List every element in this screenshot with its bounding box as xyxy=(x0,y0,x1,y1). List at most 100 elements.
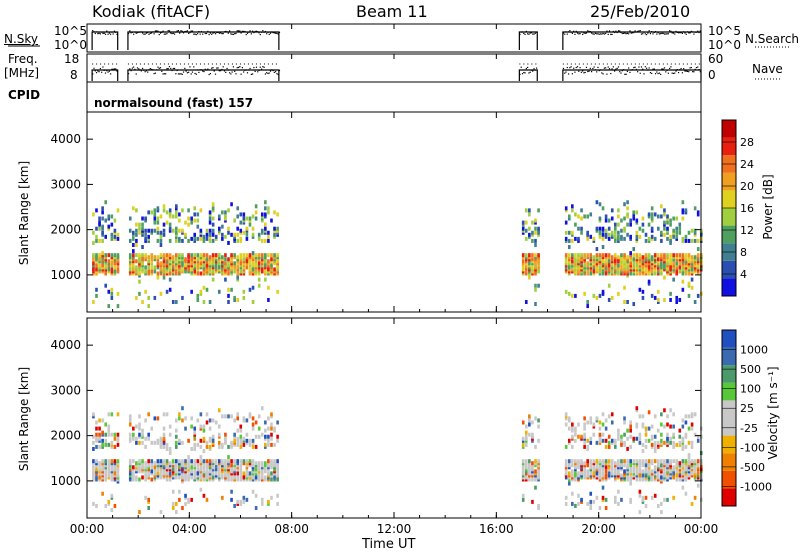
rti-cell xyxy=(98,265,101,270)
rti-cell xyxy=(264,444,267,449)
rti-cell xyxy=(181,418,184,423)
rti-cell xyxy=(589,465,593,470)
rti-cell xyxy=(171,459,175,464)
rti-cell xyxy=(660,263,663,268)
rti-cell xyxy=(534,471,537,476)
rti-cell xyxy=(264,461,267,466)
rti-cell xyxy=(571,263,574,268)
rti-cell xyxy=(276,267,279,272)
rti-cell xyxy=(248,438,252,443)
rti-cell xyxy=(196,463,200,468)
rti-cell xyxy=(681,446,685,451)
rti-cell xyxy=(273,428,276,433)
rti-cell xyxy=(184,220,187,225)
rti-cell xyxy=(242,267,246,272)
rti-cell xyxy=(681,259,685,264)
rti-cell xyxy=(641,461,645,466)
rti-cell xyxy=(601,232,605,237)
rti-cell xyxy=(184,495,187,500)
rti-cell xyxy=(644,495,648,500)
rti-cell xyxy=(171,501,175,506)
rti-cell xyxy=(101,257,104,262)
rti-cell xyxy=(675,471,679,476)
rti-cell xyxy=(128,432,132,437)
rti-cell xyxy=(171,471,175,476)
rti-cell xyxy=(604,475,608,480)
rti-cell xyxy=(113,236,117,241)
rti-cell xyxy=(95,259,98,264)
rti-cell xyxy=(644,444,648,449)
rti-cell xyxy=(567,416,571,421)
rti-cell xyxy=(165,473,169,478)
freq-point xyxy=(257,71,259,73)
freq-point xyxy=(587,70,589,73)
nsky-point xyxy=(681,32,684,35)
rti-cell xyxy=(193,461,197,466)
rti-cell xyxy=(607,434,611,439)
rti-cell xyxy=(580,475,583,480)
rti-cell xyxy=(214,467,218,472)
rti-cell xyxy=(669,471,672,476)
rti-cell xyxy=(276,465,279,470)
rti-cell xyxy=(233,232,236,237)
rti-cell xyxy=(141,253,144,258)
freq-point xyxy=(699,71,701,73)
rti-cell xyxy=(663,226,666,231)
rti-cell xyxy=(208,228,212,233)
rti-cell xyxy=(656,465,660,470)
rti-cell xyxy=(159,242,163,247)
rti-cell xyxy=(260,406,264,411)
rti-cell xyxy=(141,440,144,445)
rti-cell xyxy=(577,434,580,439)
rti-cell xyxy=(629,271,632,276)
rti-cell xyxy=(620,269,623,274)
rti-cell xyxy=(104,269,107,274)
rti-cell xyxy=(184,463,187,468)
rti-cell xyxy=(205,420,209,425)
rti-cell xyxy=(666,477,669,482)
rti-cell xyxy=(233,440,236,445)
rti-cell xyxy=(620,438,623,443)
freq-point xyxy=(258,69,260,72)
rti-cell xyxy=(196,293,200,298)
rti-cell xyxy=(236,271,240,276)
rti-cell xyxy=(239,426,243,431)
rti-cell xyxy=(647,279,651,284)
freq-point xyxy=(240,73,242,75)
nsky-point xyxy=(104,33,107,35)
rti-cell xyxy=(537,418,540,423)
rti-cell xyxy=(260,216,264,221)
freq-point xyxy=(170,67,172,70)
rti-cell xyxy=(684,491,688,496)
rti-cell xyxy=(598,475,602,480)
rti-cell xyxy=(592,424,596,429)
rti-cell xyxy=(623,271,626,276)
rti-cell xyxy=(248,255,252,260)
rti-cell xyxy=(598,267,602,272)
rti-cell xyxy=(162,442,166,447)
rti-cell xyxy=(107,475,111,480)
nsky-point xyxy=(644,33,646,35)
rti-cell xyxy=(564,416,568,421)
rti-cell xyxy=(273,228,276,233)
freq-point xyxy=(154,72,156,74)
freq-point xyxy=(101,71,103,73)
rti-cell xyxy=(193,218,197,223)
rti-cell xyxy=(168,212,172,217)
rti-cell xyxy=(635,471,639,476)
rti-cell xyxy=(693,238,697,243)
rti-cell xyxy=(132,242,135,247)
rti-cell xyxy=(598,230,602,235)
freq-point xyxy=(667,72,669,74)
rti-cell xyxy=(273,253,276,258)
rti-cell xyxy=(110,495,114,500)
rti-cell xyxy=(251,416,255,421)
rti-cell xyxy=(230,477,233,482)
rti-cell xyxy=(178,463,181,468)
nsky-point xyxy=(675,30,677,33)
rti-cell xyxy=(696,438,700,443)
rti-cell xyxy=(641,261,645,266)
rti-cell xyxy=(208,475,212,480)
rti-cell xyxy=(110,459,114,464)
rti-cell xyxy=(171,267,175,272)
